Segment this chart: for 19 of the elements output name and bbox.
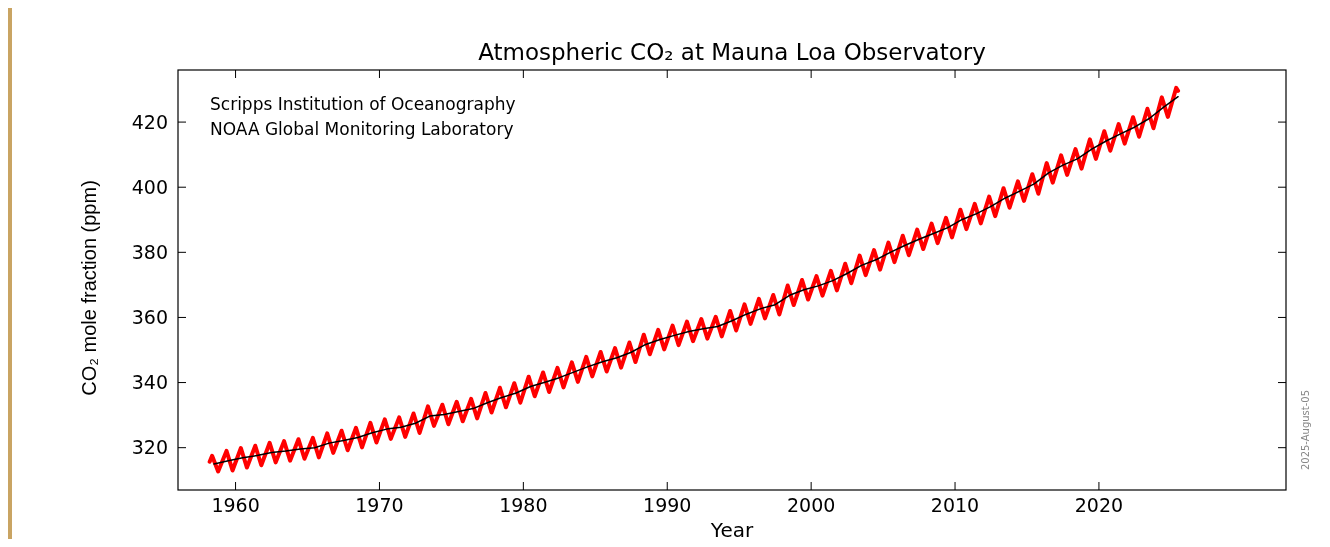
y-tick-label: 420 — [131, 110, 168, 133]
x-tick-label: 1970 — [355, 494, 404, 516]
x-tick-label: 2020 — [1074, 494, 1124, 516]
annotation: Scripps Institution of Oceanography — [210, 94, 516, 114]
x-tick-label: 2010 — [930, 494, 980, 516]
annotation: NOAA Global Monitoring Laboratory — [210, 119, 514, 139]
y-tick-label: 340 — [131, 371, 168, 394]
y-axis-title: CO₂ mole fraction (ppm) — [78, 180, 100, 396]
y-tick-label: 320 — [131, 436, 168, 459]
x-tick-label: 1980 — [499, 494, 548, 516]
chart-title: Atmospheric CO₂ at Mauna Loa Observatory — [478, 39, 986, 65]
x-tick-label: 1990 — [643, 494, 692, 516]
y-tick-label: 360 — [131, 306, 168, 329]
x-tick-label: 2000 — [786, 494, 836, 516]
text: 2025-August-05 — [1300, 389, 1311, 471]
y-tick-label: 380 — [131, 240, 168, 263]
y-tick-label: 400 — [131, 175, 168, 198]
x-tick-label: 1960 — [211, 494, 260, 516]
x-axis-title: Year — [709, 518, 754, 542]
